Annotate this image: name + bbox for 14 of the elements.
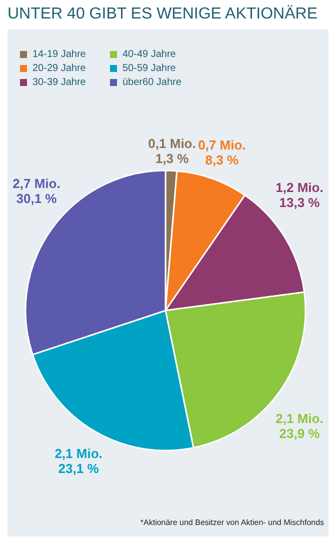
text: *Aktionäre und Besitzer von Aktien- und Mischfonds [140,518,324,527]
chart-title: UNTER 40 GIBT ES WENIGE AKTIONÄRE [8,4,318,22]
legend-label: 40-49 Jahre [122,49,176,60]
data-label: 2,1 Mio. 23,9 % [276,410,324,441]
legend-label: 14-19 Jahre [32,49,86,60]
data-label: 2,1 Mio. 23,1 % [54,446,102,476]
legend-label: über60 Jahre [122,77,182,88]
legend-label: 30-39 Jahre [32,77,86,88]
legend-label: 20-29 Jahre [32,63,86,74]
data-label: 0,7 Mio. 8,3 % [198,137,246,168]
data-label: 2,7 Mio. 30,1 % [12,176,60,206]
legend-label: 50-59 Jahre [122,63,176,74]
data-label: 0,1 Mio. 1,3 % [148,136,196,166]
data-label: 1,2 Mio. 13,3 % [276,180,324,210]
